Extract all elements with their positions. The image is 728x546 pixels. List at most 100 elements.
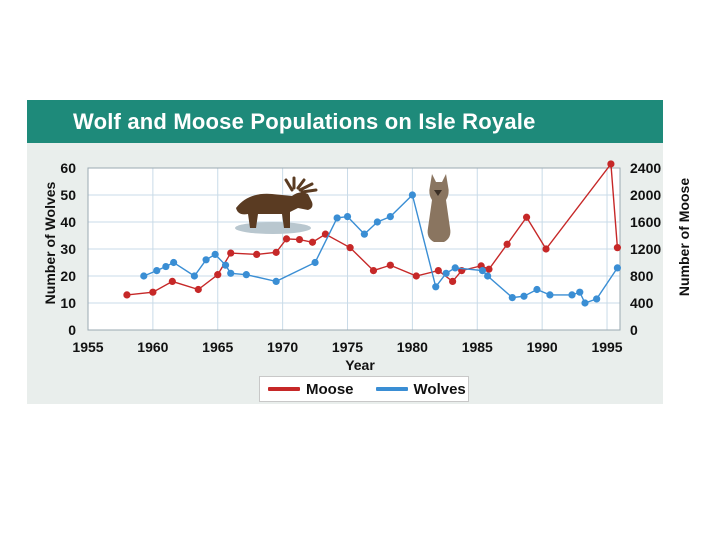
data-point-moose bbox=[168, 277, 176, 285]
data-point-wolves bbox=[520, 292, 528, 300]
data-point-moose bbox=[149, 288, 157, 296]
legend-swatch-moose bbox=[268, 387, 300, 391]
x-tick-label: 1970 bbox=[267, 339, 298, 355]
y-tick-label-right: 2000 bbox=[630, 187, 661, 203]
data-point-wolves bbox=[311, 258, 319, 267]
data-point-wolves bbox=[140, 272, 148, 280]
x-tick-label: 1980 bbox=[397, 339, 428, 355]
legend-label-moose: Moose bbox=[306, 380, 354, 398]
data-point-wolves bbox=[581, 299, 589, 307]
data-point-wolves bbox=[343, 213, 352, 221]
data-point-wolves bbox=[221, 261, 230, 269]
y-tick-label-left: 10 bbox=[60, 295, 76, 311]
data-point-moose bbox=[522, 213, 531, 221]
y-axis-title-left: Number of Wolves bbox=[42, 181, 58, 304]
legend-swatch-wolves bbox=[375, 387, 408, 391]
moose-ground bbox=[235, 222, 311, 234]
data-point-moose bbox=[412, 272, 420, 280]
data-point-wolves bbox=[272, 277, 280, 285]
y-tick-label-left: 60 bbox=[60, 160, 76, 176]
data-point-moose bbox=[346, 244, 354, 252]
chart-title-bar: Wolf and Moose Populations on Isle Royal… bbox=[27, 100, 663, 143]
x-tick-label: 1975 bbox=[332, 339, 363, 355]
x-tick-label: 1985 bbox=[462, 339, 493, 355]
y-tick-label-left: 0 bbox=[68, 322, 76, 338]
data-point-moose bbox=[282, 235, 291, 243]
data-point-wolves bbox=[386, 213, 394, 221]
y-tick-label-right: 400 bbox=[630, 295, 654, 311]
data-point-wolves bbox=[242, 271, 250, 279]
data-point-wolves bbox=[568, 291, 576, 299]
x-tick-label: 1965 bbox=[202, 339, 233, 355]
data-point-wolves bbox=[484, 272, 492, 280]
data-point-wolves bbox=[190, 272, 198, 280]
data-point-wolves bbox=[227, 269, 235, 277]
data-point-wolves bbox=[162, 262, 170, 271]
data-point-moose bbox=[542, 245, 550, 253]
data-point-wolves bbox=[432, 283, 440, 291]
data-point-wolves bbox=[202, 256, 210, 264]
data-point-wolves bbox=[478, 267, 487, 275]
x-axis-title: Year bbox=[345, 357, 375, 373]
data-point-moose bbox=[503, 240, 511, 248]
data-point-wolves bbox=[373, 218, 381, 226]
x-tick-label: 1995 bbox=[591, 339, 622, 355]
data-point-wolves bbox=[508, 294, 516, 302]
x-tick-label: 1960 bbox=[137, 339, 168, 355]
data-point-moose bbox=[386, 261, 394, 269]
legend-item-moose: Moose bbox=[268, 381, 354, 398]
data-point-moose bbox=[272, 248, 280, 256]
x-tick-label: 1955 bbox=[72, 339, 103, 355]
y-tick-label-right: 1200 bbox=[630, 241, 661, 257]
data-point-moose bbox=[613, 244, 622, 252]
y-tick-label-right: 800 bbox=[630, 268, 654, 284]
legend-item-wolves: Wolves bbox=[375, 380, 466, 398]
moose-body bbox=[236, 192, 313, 228]
moose-antlers bbox=[284, 176, 318, 194]
y-tick-label-left: 30 bbox=[60, 241, 76, 257]
data-point-moose bbox=[214, 271, 222, 279]
wolf-body bbox=[427, 174, 451, 242]
data-point-wolves bbox=[211, 250, 219, 258]
wolf-icon bbox=[427, 174, 451, 242]
data-point-wolves bbox=[613, 264, 622, 272]
data-point-moose bbox=[607, 160, 615, 168]
data-point-moose bbox=[369, 267, 378, 275]
data-point-moose bbox=[253, 250, 261, 258]
data-point-moose bbox=[308, 238, 317, 246]
data-point-wolves bbox=[333, 214, 341, 222]
data-point-moose bbox=[434, 267, 442, 275]
y-tick-label-left: 50 bbox=[60, 187, 76, 203]
data-point-wolves bbox=[408, 191, 416, 199]
series-line-moose bbox=[126, 162, 619, 296]
y-tick-label-left: 40 bbox=[60, 214, 76, 230]
data-point-wolves bbox=[170, 258, 178, 267]
data-point-moose bbox=[123, 291, 131, 299]
data-point-moose bbox=[485, 265, 493, 273]
y-tick-label-left: 20 bbox=[60, 268, 76, 284]
y-tick-label-right: 0 bbox=[630, 322, 638, 338]
data-point-moose bbox=[321, 230, 330, 238]
chart-title: Wolf and Moose Populations on Isle Royal… bbox=[73, 108, 536, 134]
data-point-wolves bbox=[360, 230, 368, 238]
legend-label-wolves: Wolves bbox=[413, 380, 466, 398]
y-tick-label-right: 2400 bbox=[630, 160, 661, 176]
y-tick-label-right: 1600 bbox=[630, 214, 661, 230]
data-point-wolves bbox=[442, 269, 450, 277]
data-point-wolves bbox=[153, 267, 161, 275]
data-point-wolves bbox=[533, 285, 541, 294]
data-point-moose bbox=[227, 249, 235, 257]
wolf-face bbox=[434, 190, 442, 196]
data-point-wolves bbox=[593, 295, 601, 303]
data-point-wolves bbox=[576, 288, 584, 296]
data-point-wolves bbox=[451, 264, 459, 272]
data-point-moose bbox=[449, 277, 457, 285]
y-axis-title-right: Number of Moose bbox=[676, 178, 692, 296]
data-point-moose bbox=[194, 285, 202, 294]
legend: Moose Wolves bbox=[259, 376, 469, 402]
moose-icon bbox=[235, 176, 318, 234]
x-tick-label: 1990 bbox=[527, 339, 558, 355]
data-point-moose bbox=[295, 235, 304, 244]
data-point-wolves bbox=[546, 291, 554, 299]
